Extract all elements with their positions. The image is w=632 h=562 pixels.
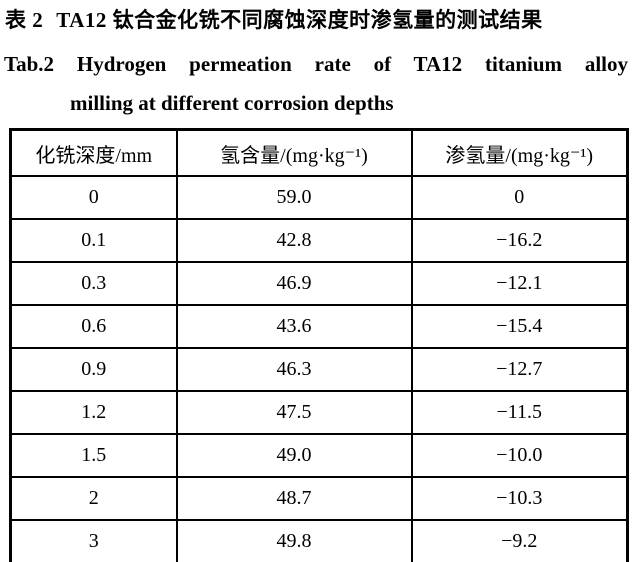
cell-hydrogen-permeation: −9.2: [410, 519, 629, 562]
cell-hydrogen-permeation: −10.0: [410, 433, 629, 478]
cell-depth: 0.1: [9, 218, 178, 263]
cell-hydrogen-content: 48.7: [175, 476, 413, 521]
cell-hydrogen-permeation: −12.7: [410, 347, 629, 392]
cell-hydrogen-permeation: −10.3: [410, 476, 629, 521]
cell-hydrogen-content: 43.6: [175, 304, 413, 349]
table-row: 0.1 42.8 −16.2: [9, 218, 629, 263]
cell-hydrogen-content: 46.9: [175, 261, 413, 306]
table-row: 1.2 47.5 −11.5: [9, 390, 629, 435]
cell-depth: 1.5: [9, 433, 178, 478]
cell-hydrogen-content: 42.8: [175, 218, 413, 263]
table-caption-cn-text: TA12 钛合金化铣不同腐蚀深度时渗氢量的测试结果: [56, 8, 543, 32]
cell-hydrogen-content: 46.3: [175, 347, 413, 392]
cell-depth: 1.2: [9, 390, 178, 435]
table-caption-english-line1: Tab.2 Hydrogen permeation rate of TA12 t…: [4, 51, 628, 77]
cell-depth: 3: [9, 519, 178, 562]
cell-hydrogen-permeation: −12.1: [410, 261, 629, 306]
cell-depth: 2: [9, 476, 178, 521]
header-hydrogen-content: 氢含量/(mg·kg⁻¹): [175, 128, 413, 177]
header-hydrogen-permeation: 渗氢量/(mg·kg⁻¹): [410, 128, 629, 177]
cell-hydrogen-permeation: −16.2: [410, 218, 629, 263]
table-row: 0 59.0 0: [9, 175, 629, 220]
cell-hydrogen-content: 47.5: [175, 390, 413, 435]
table-row: 0.9 46.3 −12.7: [9, 347, 629, 392]
table-caption-chinese: 表 2 TA12 钛合金化铣不同腐蚀深度时渗氢量的测试结果: [5, 7, 630, 34]
table-row: 0.3 46.9 −12.1: [9, 261, 629, 306]
table-caption-cn-label: 表 2: [5, 8, 44, 32]
cell-depth: 0.6: [9, 304, 178, 349]
table-header-row: 化铣深度/mm 氢含量/(mg·kg⁻¹) 渗氢量/(mg·kg⁻¹): [9, 128, 629, 177]
table-row: 1.5 49.0 −10.0: [9, 433, 629, 478]
table-row: 0.6 43.6 −15.4: [9, 304, 629, 349]
cell-depth: 0.9: [9, 347, 178, 392]
cell-depth: 0.3: [9, 261, 178, 306]
cell-hydrogen-content: 49.8: [175, 519, 413, 562]
table-caption-en-text: Hydrogen permeation rate of TA12 titaniu…: [76, 52, 629, 76]
results-table: 化铣深度/mm 氢含量/(mg·kg⁻¹) 渗氢量/(mg·kg⁻¹) 0 59…: [9, 128, 629, 562]
table-row: 3 49.8 −9.2: [9, 519, 629, 562]
table-row: 2 48.7 −10.3: [9, 476, 629, 521]
header-milling-depth: 化铣深度/mm: [9, 128, 178, 177]
cell-hydrogen-content: 59.0: [175, 175, 413, 220]
cell-hydrogen-content: 49.0: [175, 433, 413, 478]
cell-hydrogen-permeation: −15.4: [410, 304, 629, 349]
cell-depth: 0: [9, 175, 178, 220]
table-caption-en-label: Tab.2: [4, 52, 55, 76]
cell-hydrogen-permeation: −11.5: [410, 390, 629, 435]
table-caption-english-line2: milling at different corrosion depths: [70, 91, 394, 115]
cell-hydrogen-permeation: 0: [410, 175, 629, 220]
